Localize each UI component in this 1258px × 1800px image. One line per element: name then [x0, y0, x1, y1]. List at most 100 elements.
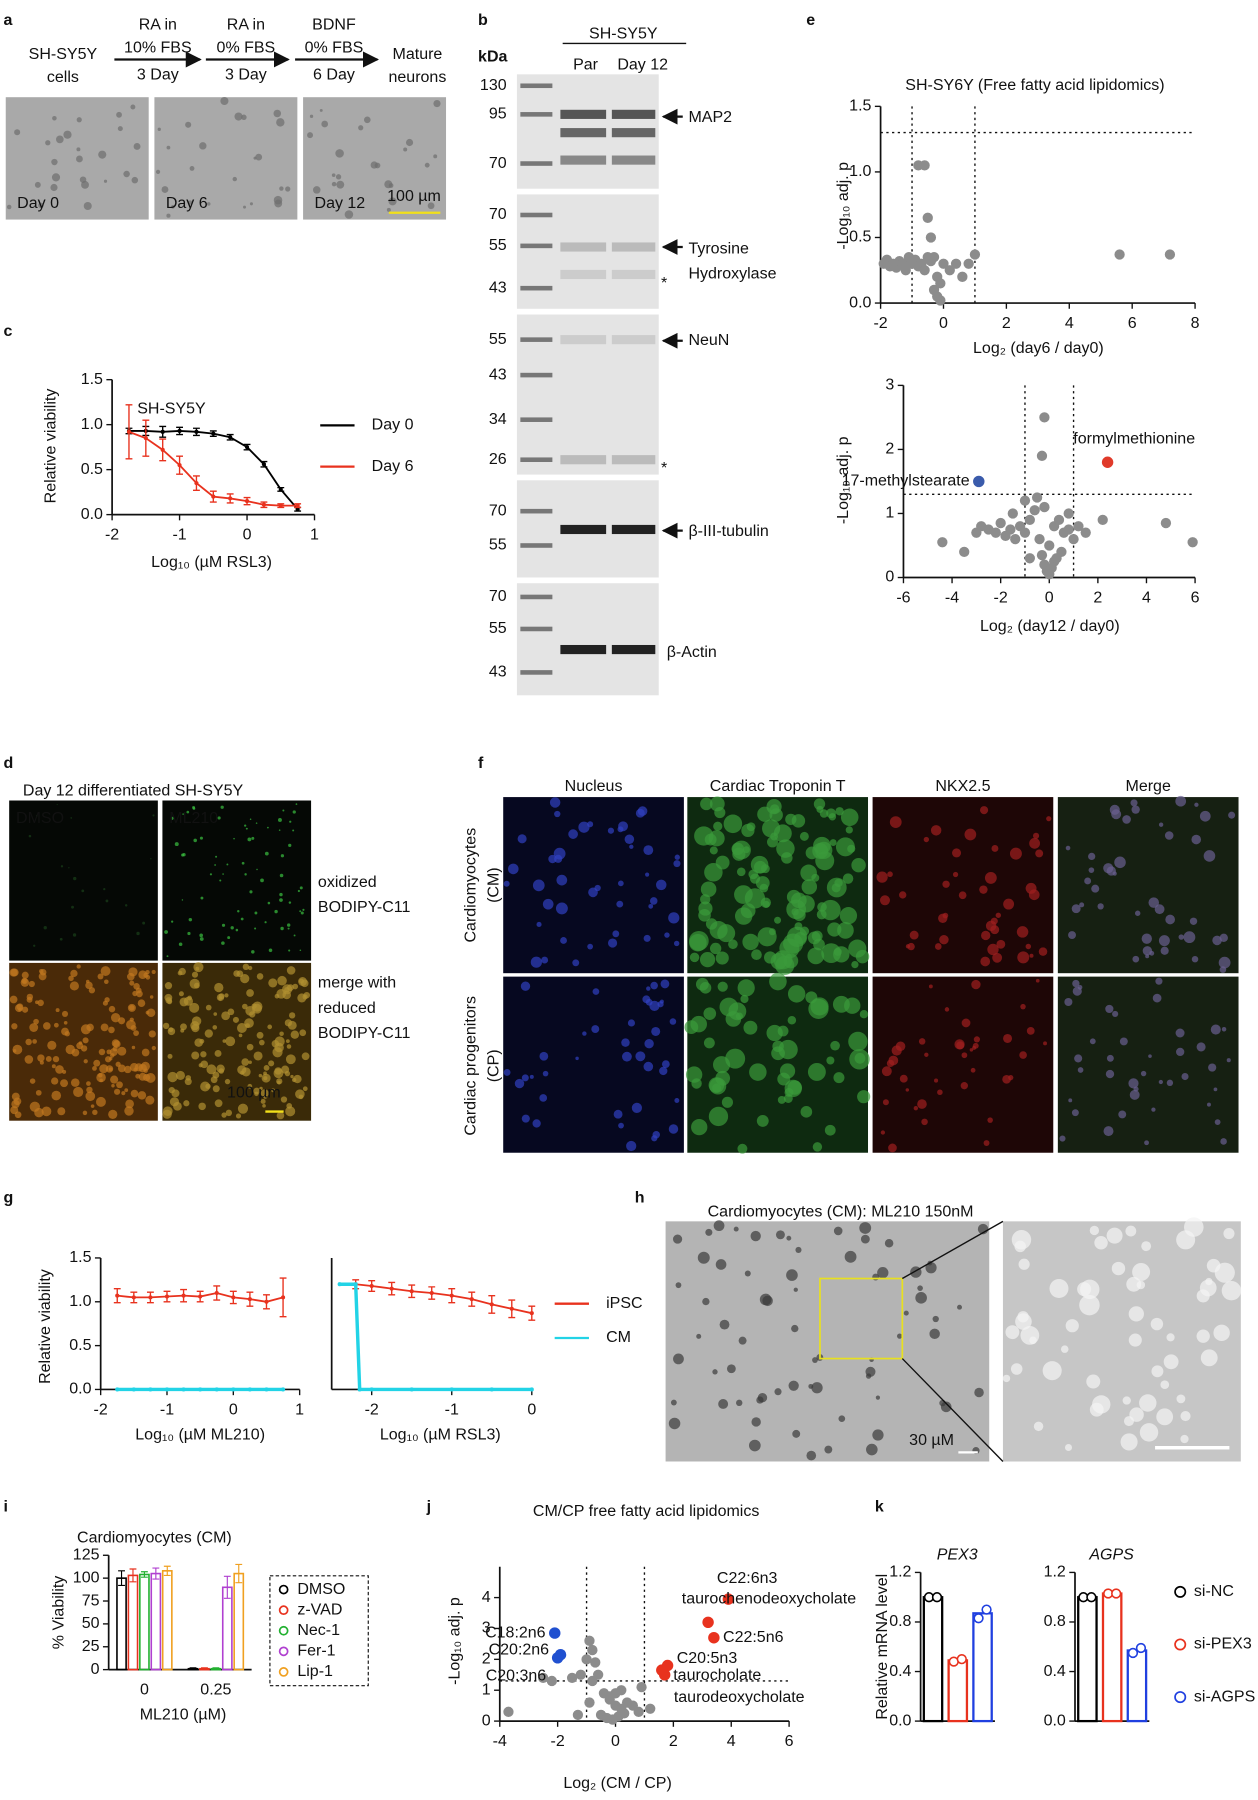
point: [131, 1387, 136, 1392]
y-tick-label: 50: [82, 1615, 100, 1632]
texture: [161, 186, 169, 193]
texture: [644, 1039, 654, 1049]
texture: [167, 1071, 178, 1083]
texture: [664, 932, 670, 938]
y-tick-label: 1: [482, 1681, 491, 1698]
highlight-point: [722, 1593, 735, 1605]
texture: [857, 1090, 871, 1104]
texture: [224, 993, 229, 998]
x-tick-label: 6: [785, 1733, 794, 1750]
texture: [214, 982, 224, 993]
texture: [1020, 1003, 1026, 1010]
point: [198, 1294, 203, 1299]
error-bar: [163, 1565, 171, 1576]
texture: [960, 1082, 968, 1090]
texture: [1077, 984, 1083, 990]
texture: [221, 923, 226, 927]
texture: [1038, 947, 1048, 956]
texture: [388, 197, 397, 206]
texture: [145, 1095, 155, 1105]
texture: [539, 1094, 548, 1102]
texture: [700, 797, 713, 811]
ladder-band: [520, 337, 553, 342]
texture: [1208, 1063, 1217, 1072]
texture: [717, 981, 728, 992]
texture: [987, 1117, 993, 1123]
replicate: [1086, 1592, 1097, 1603]
chart-title: PEX3: [937, 1547, 978, 1564]
texture: [1214, 1119, 1221, 1125]
texture: [865, 1366, 876, 1377]
x-tick-label: -6: [896, 589, 910, 606]
texture: [800, 1105, 813, 1118]
x-tick-label: 6: [1128, 315, 1137, 332]
legend-swatch: [278, 1625, 289, 1636]
point-label: taurochenodeoxycholate: [682, 1591, 856, 1608]
x-tick-label: -1: [160, 1401, 174, 1418]
image: [872, 976, 1054, 1153]
label: NKX2.5: [935, 778, 990, 795]
texture: [199, 142, 207, 150]
texture: [180, 1023, 187, 1031]
label: cells: [47, 69, 79, 86]
ladder-band: [520, 508, 553, 514]
texture: [815, 851, 835, 871]
texture: [1111, 809, 1122, 820]
texture: [629, 844, 634, 849]
texture: [859, 1222, 872, 1234]
texture: [69, 981, 79, 991]
texture: [35, 1000, 39, 1005]
texture: [1028, 889, 1040, 901]
texture: [915, 1292, 927, 1304]
panel-letter: j: [426, 1498, 431, 1515]
texture: [29, 1078, 36, 1084]
point: [1039, 412, 1050, 423]
texture: [256, 868, 258, 871]
texture: [433, 154, 438, 159]
texture: [1033, 1421, 1044, 1432]
panel-letter: c: [3, 323, 12, 340]
chart-title: SH-SY5Y: [137, 401, 206, 418]
texture: [1199, 810, 1211, 822]
texture: [734, 885, 753, 904]
texture: [626, 1140, 637, 1152]
x-tick-label: 0: [229, 1401, 238, 1418]
band: [611, 335, 656, 345]
texture: [244, 824, 247, 827]
texture: [805, 846, 819, 860]
texture: [769, 808, 783, 822]
texture: [1009, 847, 1022, 860]
texture: [1180, 1434, 1189, 1444]
texture: [826, 1056, 835, 1065]
texture: [882, 1099, 889, 1106]
texture: [1018, 1258, 1030, 1270]
texture: [13, 1097, 22, 1106]
texture: [812, 1142, 823, 1152]
texture: [787, 1015, 797, 1025]
texture: [80, 1024, 91, 1035]
point: [181, 1293, 186, 1298]
x-axis-label: Log₂ (CM / CP): [563, 1775, 671, 1792]
image: [1057, 797, 1239, 974]
texture: [191, 1051, 200, 1060]
texture: [1086, 1374, 1101, 1389]
texture: [51, 1090, 62, 1101]
texture: [127, 1003, 136, 1012]
texture: [336, 180, 345, 189]
texture: [674, 1098, 680, 1103]
y-tick-label: 2: [482, 1651, 491, 1668]
texture: [813, 938, 825, 951]
texture: [813, 798, 826, 810]
texture: [1019, 1051, 1027, 1059]
label: 43: [489, 664, 507, 681]
point: [126, 429, 132, 434]
point: [489, 1302, 494, 1307]
texture: [923, 836, 930, 843]
point: [944, 265, 955, 276]
texture: [737, 1143, 748, 1154]
band: [560, 524, 607, 535]
texture: [1097, 903, 1104, 910]
x-tick-label: 0: [140, 1681, 149, 1698]
texture: [1029, 837, 1041, 849]
point: [198, 1387, 203, 1392]
